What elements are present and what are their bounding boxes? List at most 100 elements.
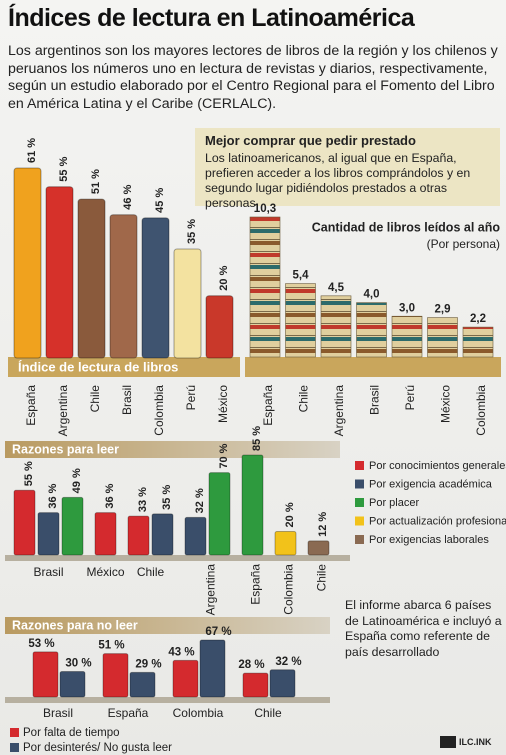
- label: 35 %: [161, 485, 173, 510]
- label: 12 %: [317, 512, 329, 537]
- callout-box: [195, 128, 500, 206]
- bar: [205, 295, 234, 359]
- title: Índices de lectura en Latinoamérica: [8, 4, 415, 32]
- value-label: 4,0: [364, 289, 380, 301]
- label: Chile: [88, 385, 102, 413]
- label: 45 %: [154, 188, 166, 213]
- label: México: [439, 385, 453, 423]
- label: 36 %: [104, 483, 116, 508]
- label: 61 %: [26, 138, 38, 163]
- legend-swatch: [10, 743, 19, 752]
- legend-swatch: [355, 516, 364, 526]
- legend-label: Por placer: [369, 497, 419, 509]
- value-label: 10,3: [254, 203, 276, 215]
- label: Brasil: [368, 385, 382, 415]
- label: Argentina: [204, 564, 218, 616]
- bar: [102, 653, 129, 698]
- label: 85 %: [251, 426, 263, 451]
- legend-swatch: [355, 479, 364, 489]
- bar: [77, 198, 106, 359]
- value-label: 51 %: [98, 640, 124, 652]
- legend-label: Por actualización profesional: [369, 515, 506, 527]
- legend-label: Por exigencias laborales: [369, 534, 489, 546]
- label: Colombia: [152, 385, 166, 436]
- value-label: 2,2: [470, 313, 486, 325]
- label: Colombia: [282, 564, 296, 615]
- legend-label: Por exigencia académica: [369, 478, 493, 490]
- category-label: Chile: [254, 706, 282, 720]
- category-label: México: [86, 565, 124, 579]
- label: 49 %: [71, 468, 83, 493]
- label: Colombia: [474, 385, 488, 436]
- legend-swatch: [355, 461, 364, 470]
- label: Perú: [184, 385, 198, 410]
- value-label: 28 %: [238, 659, 264, 671]
- value-label: 3,0: [399, 302, 415, 314]
- value-label: 30 %: [65, 658, 91, 670]
- bar: [184, 516, 207, 556]
- chart-subtitle: (Por persona): [427, 237, 500, 251]
- value-label: 53 %: [28, 638, 54, 650]
- label: 70 %: [218, 443, 230, 468]
- value-label: 5,4: [293, 270, 310, 282]
- label: 20 %: [284, 502, 296, 527]
- legend-swatch: [355, 535, 364, 544]
- section-title: Razones para leer: [12, 442, 119, 456]
- intro: Los argentinos son los mayores lectores …: [8, 43, 498, 112]
- bar: [127, 515, 150, 556]
- book-stack: [462, 326, 494, 358]
- label: España: [24, 385, 38, 426]
- bar: [173, 248, 202, 359]
- credit: ILC.INK: [459, 737, 492, 747]
- value-label: 67 %: [205, 626, 231, 638]
- label: México: [216, 385, 230, 423]
- shelf: [8, 357, 240, 377]
- bar: [32, 651, 59, 698]
- label: 20 %: [218, 265, 230, 290]
- callout-text: Los latinoamericanos, al igual que en Es…: [205, 151, 471, 210]
- bar: [141, 217, 170, 359]
- legend-label: Por conocimientos generales: [369, 460, 506, 472]
- bar: [151, 513, 174, 556]
- bar: [94, 512, 117, 556]
- chart-title: Índice de lectura de libros: [18, 359, 178, 374]
- bar: [242, 672, 269, 698]
- label: 46 %: [122, 184, 134, 209]
- bar: [172, 659, 199, 698]
- value-label: 29 %: [135, 658, 161, 670]
- label: 55 %: [23, 461, 35, 486]
- section-strip: [5, 441, 340, 458]
- book-stack: [391, 315, 423, 358]
- bar: [45, 186, 74, 359]
- shelf: [245, 357, 501, 377]
- label: Argentina: [56, 385, 70, 437]
- category-label: Brasil: [33, 565, 63, 579]
- label: Chile: [315, 564, 329, 592]
- chart-title: Cantidad de libros leídos al año: [312, 220, 501, 234]
- book-stack: [285, 283, 316, 358]
- section-strip: [5, 617, 330, 634]
- value-label: 32 %: [275, 656, 301, 668]
- label: Chile: [297, 385, 311, 413]
- label: 36 %: [47, 483, 59, 508]
- book-stack: [249, 216, 281, 358]
- shelf: [5, 555, 350, 561]
- label: Brasil: [120, 385, 134, 415]
- label: Argentina: [332, 385, 346, 437]
- bar: [13, 167, 42, 359]
- bar: [37, 512, 60, 556]
- label: 33 %: [137, 487, 149, 512]
- label: España: [249, 564, 263, 605]
- label: 55 %: [58, 156, 70, 181]
- label: 51 %: [90, 169, 102, 194]
- label: España: [261, 385, 275, 426]
- bar: [61, 496, 84, 556]
- bar: [109, 214, 138, 359]
- bar: [307, 540, 330, 556]
- category-label: Colombia: [173, 706, 224, 720]
- category-label: Chile: [137, 565, 165, 579]
- book-stack: [356, 302, 387, 358]
- bar: [129, 671, 156, 698]
- legend-label: Por desinterés/ No gusta leer: [23, 742, 172, 754]
